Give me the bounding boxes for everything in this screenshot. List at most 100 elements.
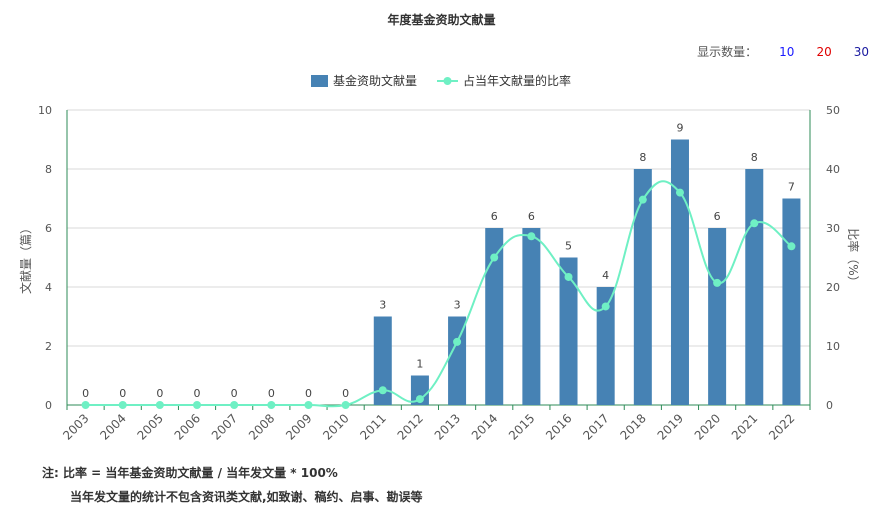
bar-data-label: 4 bbox=[602, 269, 609, 282]
axes bbox=[66, 110, 811, 410]
y-tick-label-left: 4 bbox=[45, 281, 52, 294]
display-count-option-20[interactable]: 20 bbox=[816, 44, 832, 59]
grid-lines bbox=[67, 109, 810, 347]
bar bbox=[670, 139, 689, 405]
ratio-point bbox=[750, 219, 759, 228]
display-count-option-10[interactable]: 10 bbox=[779, 44, 795, 59]
x-tick-labels: 2003 2004 2005 2006 2007 2008 2009 2010 2011 2012… bbox=[60, 411, 797, 442]
ratio-point bbox=[527, 232, 536, 241]
bar bbox=[448, 316, 467, 405]
y-tick-label-left: 0 bbox=[45, 399, 52, 412]
bar-data-label: 1 bbox=[416, 358, 423, 371]
x-tick-label: 2020 bbox=[692, 411, 723, 442]
ratio-point bbox=[378, 386, 387, 395]
bar bbox=[708, 228, 727, 405]
x-tick-label: 2019 bbox=[655, 411, 686, 442]
bar-data-label: 0 bbox=[305, 387, 312, 400]
y-tick-label-right: 0 bbox=[826, 399, 833, 412]
bar-data-label: 8 bbox=[751, 151, 758, 164]
bar-data-label: 6 bbox=[491, 210, 498, 223]
y-tick-label-left: 8 bbox=[45, 163, 52, 176]
y-tick-label-right: 20 bbox=[826, 281, 840, 294]
x-tick-label: 2008 bbox=[246, 411, 277, 442]
ratio-point bbox=[230, 401, 239, 409]
ratio-point bbox=[415, 395, 424, 404]
x-tick-label: 2009 bbox=[283, 411, 314, 442]
bar bbox=[745, 169, 764, 405]
x-tick-label: 2012 bbox=[395, 411, 426, 442]
legend-bar-label: 基金资助文献量 bbox=[333, 73, 417, 88]
x-tick-label: 2021 bbox=[729, 411, 760, 442]
ratio-point bbox=[787, 242, 796, 251]
x-tick-label: 2004 bbox=[97, 411, 128, 442]
chart-title: 年度基金资助文献量 bbox=[387, 13, 496, 27]
bar bbox=[410, 375, 429, 405]
bar-series bbox=[373, 139, 801, 405]
display-count-selector: 显示数量： 10 20 30 bbox=[697, 43, 869, 60]
ratio-point bbox=[713, 278, 722, 287]
x-tick-label: 2005 bbox=[134, 411, 165, 442]
bar-data-label: 0 bbox=[342, 387, 349, 400]
y-tick-label-left: 6 bbox=[45, 222, 52, 235]
y-tick-label-right: 40 bbox=[826, 163, 840, 176]
y-tick-label-left: 2 bbox=[45, 340, 52, 353]
ratio-point bbox=[601, 302, 610, 311]
display-count-option-30[interactable]: 30 bbox=[853, 44, 869, 59]
y-tick-label-right: 10 bbox=[826, 340, 840, 353]
ratio-point bbox=[304, 401, 313, 409]
legend-line-label: 占当年文献量的比率 bbox=[463, 73, 571, 88]
footnote-ratio-formula: 注: 比率 = 当年基金资助文献量 / 当年发文量 * 100% bbox=[42, 466, 338, 480]
footnotes: 注: 比率 = 当年基金资助文献量 / 当年发文量 * 100% 当年发文量的统… bbox=[42, 464, 423, 512]
x-tick-label: 2010 bbox=[320, 411, 351, 442]
bar-data-label: 0 bbox=[82, 387, 89, 400]
ratio-point bbox=[638, 195, 647, 204]
bar-data-label: 3 bbox=[454, 299, 461, 312]
y-tick-label-left: 10 bbox=[38, 104, 52, 117]
x-tick-label: 2007 bbox=[209, 411, 240, 442]
bar-data-label: 0 bbox=[194, 387, 201, 400]
ratio-point bbox=[453, 337, 462, 346]
bar-data-labels: 0 0 0 0 0 0 0 0 3 1 3 6 6 5 4 8 9 6 8 7 bbox=[82, 122, 795, 401]
x-tick-label: 2003 bbox=[60, 411, 91, 442]
chart-legend[interactable]: 基金资助文献量 占当年文献量的比率 bbox=[311, 73, 571, 88]
legend-line-marker bbox=[443, 77, 452, 85]
y-tick-label-right: 30 bbox=[826, 222, 840, 235]
bar-data-label: 9 bbox=[676, 122, 683, 135]
bar bbox=[522, 228, 541, 405]
bar-data-label: 6 bbox=[714, 210, 721, 223]
ratio-point bbox=[564, 272, 573, 281]
bar bbox=[782, 198, 801, 405]
x-tick-label: 2017 bbox=[580, 411, 611, 442]
x-tick-label: 2014 bbox=[469, 411, 500, 442]
ratio-point bbox=[490, 253, 499, 262]
chart-area: 基金资助文献量 占当年文献量的比率 0 0 0 0 0 0 0 0 3 1 3 6 6 5 4 8 9 6 8 7 2… bbox=[18, 73, 861, 443]
display-count-label: 显示数量： bbox=[697, 45, 758, 59]
ratio-point bbox=[118, 401, 127, 409]
x-tick-label: 2013 bbox=[432, 411, 463, 442]
bar-data-label: 7 bbox=[788, 181, 795, 194]
bar-data-label: 0 bbox=[231, 387, 238, 400]
bar-data-label: 0 bbox=[268, 387, 275, 400]
bar-data-label: 3 bbox=[379, 299, 386, 312]
bar-data-label: 0 bbox=[119, 387, 126, 400]
bar-data-label: 6 bbox=[528, 210, 535, 223]
bar bbox=[559, 257, 578, 405]
bar-data-label: 5 bbox=[565, 240, 572, 253]
y-axis-label-left: 文献量（篇） bbox=[18, 222, 33, 294]
legend-bar-swatch bbox=[311, 75, 328, 87]
x-tick-label: 2015 bbox=[506, 411, 537, 442]
x-tick-label: 2018 bbox=[617, 411, 648, 442]
bar bbox=[596, 287, 615, 405]
bar bbox=[485, 228, 504, 405]
bar-data-label: 8 bbox=[639, 151, 646, 164]
line-series bbox=[81, 180, 796, 409]
ratio-point bbox=[675, 188, 684, 197]
y-axis-label-right: 比率（%） bbox=[846, 228, 861, 287]
ratio-point bbox=[193, 401, 202, 409]
x-tick-label: 2022 bbox=[766, 411, 797, 442]
bar bbox=[373, 316, 392, 405]
x-tick-label: 2011 bbox=[357, 411, 388, 442]
bar bbox=[633, 169, 652, 405]
ratio-point bbox=[155, 401, 164, 409]
